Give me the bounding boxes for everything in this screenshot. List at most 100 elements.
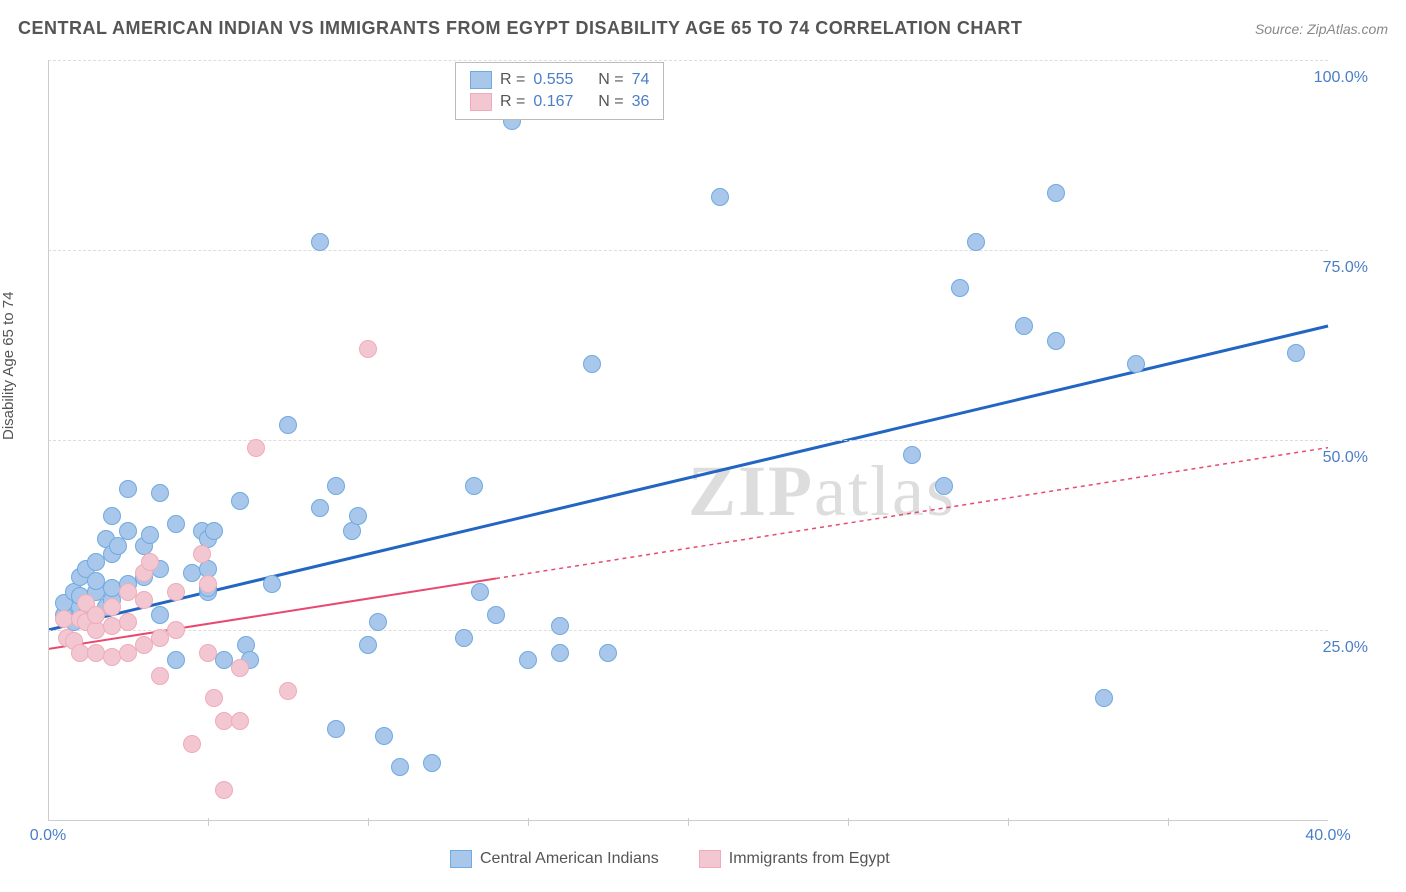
- data-point: [599, 644, 617, 662]
- data-point: [151, 667, 169, 685]
- data-point: [1127, 355, 1145, 373]
- n-label: N =: [598, 71, 623, 89]
- data-point: [279, 682, 297, 700]
- data-point: [205, 689, 223, 707]
- data-point: [167, 515, 185, 533]
- data-point: [167, 583, 185, 601]
- legend-label: Central American Indians: [480, 850, 659, 868]
- legend-item: Central American Indians: [450, 850, 659, 868]
- data-point: [903, 446, 921, 464]
- x-tick: [368, 818, 369, 826]
- data-point: [359, 636, 377, 654]
- data-point: [231, 492, 249, 510]
- trend-line-dashed: [496, 448, 1328, 579]
- data-point: [391, 758, 409, 776]
- x-tick: [208, 818, 209, 826]
- y-tick-label: 100.0%: [1314, 69, 1368, 87]
- legend-swatch: [470, 71, 492, 89]
- legend-swatch: [699, 850, 721, 868]
- data-point: [551, 617, 569, 635]
- data-point: [141, 526, 159, 544]
- data-point: [263, 575, 281, 593]
- data-point: [967, 233, 985, 251]
- x-tick: [528, 818, 529, 826]
- data-point: [231, 712, 249, 730]
- legend-label: Immigrants from Egypt: [729, 850, 890, 868]
- x-tick: [1008, 818, 1009, 826]
- data-point: [359, 340, 377, 358]
- legend-swatch: [450, 850, 472, 868]
- data-point: [199, 575, 217, 593]
- data-point: [193, 545, 211, 563]
- n-label: N =: [598, 93, 623, 111]
- data-point: [349, 507, 367, 525]
- x-tick: [688, 818, 689, 826]
- data-point: [183, 735, 201, 753]
- data-point: [103, 598, 121, 616]
- data-point: [1047, 184, 1065, 202]
- data-point: [327, 477, 345, 495]
- data-point: [87, 644, 105, 662]
- data-point: [141, 553, 159, 571]
- legend-stat-row: R = 0.555 N = 74: [470, 69, 649, 91]
- data-point: [311, 233, 329, 251]
- data-point: [327, 720, 345, 738]
- data-point: [369, 613, 387, 631]
- y-tick-label: 75.0%: [1323, 259, 1368, 277]
- data-point: [119, 613, 137, 631]
- data-point: [935, 477, 953, 495]
- chart-area: ZIPatlas 25.0%50.0%75.0%100.0%0.0%40.0%: [48, 60, 1368, 840]
- data-point: [1095, 689, 1113, 707]
- data-point: [551, 644, 569, 662]
- data-point: [583, 355, 601, 373]
- n-value: 74: [632, 71, 650, 89]
- data-point: [231, 659, 249, 677]
- data-point: [247, 439, 265, 457]
- n-value: 36: [632, 93, 650, 111]
- scatter-plot: ZIPatlas 25.0%50.0%75.0%100.0%0.0%40.0%: [48, 60, 1368, 840]
- legend-stats: R = 0.555 N = 74 R = 0.167 N = 36: [455, 62, 664, 120]
- data-point: [711, 188, 729, 206]
- data-point: [1047, 332, 1065, 350]
- data-point: [311, 499, 329, 517]
- data-point: [103, 507, 121, 525]
- data-point: [135, 591, 153, 609]
- y-axis: [48, 60, 49, 820]
- y-tick-label: 50.0%: [1323, 449, 1368, 467]
- data-point: [151, 484, 169, 502]
- legend-swatch: [470, 93, 492, 111]
- r-label: R =: [500, 93, 525, 111]
- x-tick-label: 40.0%: [1305, 827, 1350, 845]
- data-point: [215, 781, 233, 799]
- chart-title: CENTRAL AMERICAN INDIAN VS IMMIGRANTS FR…: [18, 18, 1022, 39]
- data-point: [109, 537, 127, 555]
- legend-series: Central American Indians Immigrants from…: [450, 850, 890, 868]
- data-point: [119, 522, 137, 540]
- r-label: R =: [500, 71, 525, 89]
- data-point: [455, 629, 473, 647]
- y-axis-label: Disability Age 65 to 74: [0, 292, 17, 440]
- data-point: [167, 621, 185, 639]
- gridline: [48, 250, 1328, 251]
- legend-stat-row: R = 0.167 N = 36: [470, 91, 649, 113]
- data-point: [279, 416, 297, 434]
- x-tick: [848, 818, 849, 826]
- data-point: [487, 606, 505, 624]
- gridline: [48, 60, 1328, 61]
- data-point: [151, 606, 169, 624]
- data-point: [951, 279, 969, 297]
- data-point: [167, 651, 185, 669]
- data-point: [1287, 344, 1305, 362]
- data-point: [205, 522, 223, 540]
- r-value: 0.167: [533, 93, 573, 111]
- gridline: [48, 440, 1328, 441]
- source-attribution: Source: ZipAtlas.com: [1255, 21, 1388, 37]
- legend-item: Immigrants from Egypt: [699, 850, 890, 868]
- data-point: [119, 480, 137, 498]
- data-point: [423, 754, 441, 772]
- data-point: [519, 651, 537, 669]
- data-point: [375, 727, 393, 745]
- data-point: [471, 583, 489, 601]
- x-tick: [1168, 818, 1169, 826]
- r-value: 0.555: [533, 71, 573, 89]
